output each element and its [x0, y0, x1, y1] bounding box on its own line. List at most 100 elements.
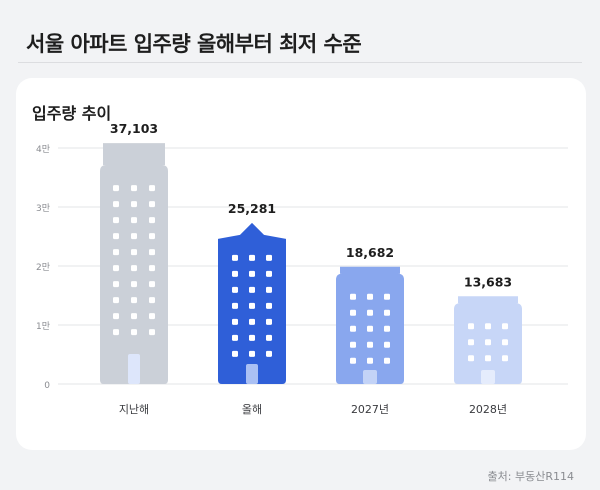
bar-window: [384, 325, 390, 332]
x-category-label: 2028년: [469, 403, 507, 416]
x-category-label: 2027년: [351, 403, 389, 416]
bar-window: [113, 329, 119, 336]
y-tick-label: 4만: [36, 144, 50, 155]
bar-window: [468, 339, 474, 346]
y-tick-label: 0: [44, 381, 50, 391]
y-tick-label: 2만: [36, 262, 50, 273]
bar-window: [266, 334, 272, 341]
bar-window: [249, 334, 255, 341]
bar-window: [149, 265, 155, 272]
bar-door: [246, 364, 258, 384]
bar-window: [367, 293, 373, 300]
bar-window: [266, 302, 272, 309]
bar-value-label: 13,683: [464, 274, 512, 289]
bar-window: [149, 185, 155, 192]
bar-window: [266, 270, 272, 277]
bar-window: [232, 350, 238, 357]
bar-window: [131, 185, 137, 192]
bar-window: [131, 329, 137, 336]
bar-window: [249, 270, 255, 277]
headline: 서울 아파트 입주량 올해부터 최저 수준: [26, 32, 362, 56]
bar-window: [149, 217, 155, 224]
source-note: 출처: 부동산R114: [487, 470, 574, 483]
bar-window: [367, 341, 373, 348]
bar-window: [149, 201, 155, 208]
bar-window: [266, 318, 272, 325]
x-category-label: 지난해: [119, 402, 149, 416]
bar-door: [481, 370, 495, 384]
bar-window: [350, 341, 356, 348]
bar-window: [131, 313, 137, 320]
bar-window: [350, 357, 356, 364]
bar-window: [131, 217, 137, 224]
bar-window: [149, 313, 155, 320]
bar-window: [384, 293, 390, 300]
bar-window: [113, 185, 119, 192]
bar-window: [249, 254, 255, 261]
bar-window: [367, 309, 373, 316]
bar-value-label: 18,682: [346, 245, 394, 260]
bar-window: [266, 350, 272, 357]
bar-chart: 0 1만 2만 3만 4만 37,103 지난해 25,281 올해 18,682 2027년 13,…: [36, 121, 568, 416]
bar-building: [100, 143, 168, 384]
bar-window: [468, 355, 474, 362]
bar-window: [367, 357, 373, 364]
x-category-label: 올해: [242, 402, 262, 416]
bar-window: [485, 339, 491, 346]
bar-window: [131, 297, 137, 304]
bar-window: [350, 293, 356, 300]
bar-window: [367, 325, 373, 332]
bar-window: [502, 355, 508, 362]
bar-window: [502, 339, 508, 346]
bar-window: [384, 357, 390, 364]
y-tick-label: 1만: [36, 321, 50, 332]
bar-window: [249, 350, 255, 357]
bar-window: [149, 233, 155, 240]
bar-window: [249, 318, 255, 325]
bar-window: [113, 233, 119, 240]
bar-window: [232, 302, 238, 309]
bar-door: [128, 354, 140, 384]
bar-window: [149, 329, 155, 336]
bar-building: [336, 266, 404, 384]
bar-window: [266, 286, 272, 293]
bar-value-label: 37,103: [110, 121, 158, 136]
bar-window: [149, 281, 155, 288]
bar-window: [485, 355, 491, 362]
bar-window: [232, 254, 238, 261]
bar-window: [485, 323, 491, 330]
bar-window: [384, 309, 390, 316]
bar-window: [113, 217, 119, 224]
bar-window: [232, 334, 238, 341]
bar-window: [131, 249, 137, 256]
bar-value-label: 25,281: [228, 201, 276, 216]
chart-card: 입주량 추이 0 1만 2만 3만 4만 37,103 지난해 25,281 올해 18,682 2…: [16, 78, 586, 450]
bar-window: [232, 286, 238, 293]
bar-window: [149, 297, 155, 304]
bar-window: [113, 265, 119, 272]
bar-window: [131, 281, 137, 288]
chart-title: 입주량 추이: [32, 104, 112, 123]
bar-window: [249, 302, 255, 309]
bar-window: [113, 281, 119, 288]
bar-window: [113, 297, 119, 304]
bar-window: [113, 201, 119, 208]
y-tick-label: 3만: [36, 203, 50, 214]
bar-window: [266, 254, 272, 261]
bar-window: [350, 325, 356, 332]
bar-window: [131, 233, 137, 240]
bar-window: [502, 323, 508, 330]
bar-door: [363, 370, 377, 384]
bar-window: [249, 286, 255, 293]
bar-window: [113, 313, 119, 320]
bar-window: [131, 265, 137, 272]
bar-window: [113, 249, 119, 256]
headline-divider: [18, 62, 582, 63]
bar-window: [468, 323, 474, 330]
bar-window: [232, 270, 238, 277]
bar-window: [350, 309, 356, 316]
bar-window: [149, 249, 155, 256]
bar-window: [131, 201, 137, 208]
bar-window: [384, 341, 390, 348]
bar-window: [232, 318, 238, 325]
